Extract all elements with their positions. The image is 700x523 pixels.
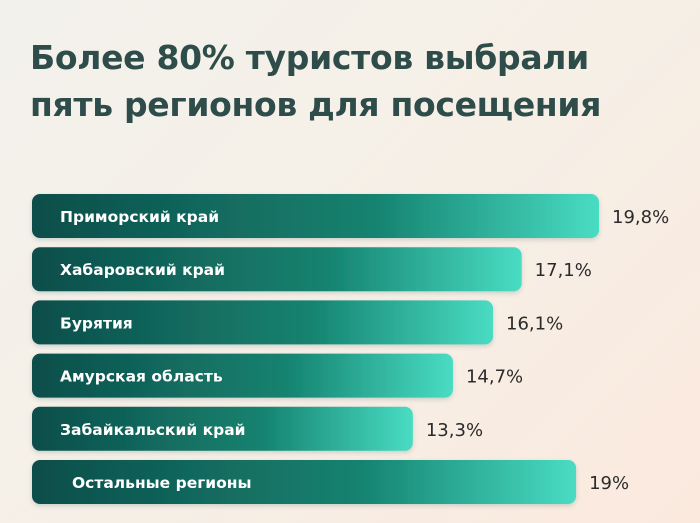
chart-title: Более 80% туристов выбрали пять регионов… [30, 34, 680, 128]
bar-3 [32, 300, 494, 345]
bar-4 [32, 353, 453, 398]
bar-value-label-4: 14,7% [466, 367, 523, 388]
bar-value-label-2: 17,1% [535, 260, 592, 281]
bar-6 [32, 460, 577, 504]
bar-category-label-5: Забайкальский край [60, 421, 246, 439]
bar-value-label-6: 19% [589, 473, 629, 494]
bars-group: Приморский край 19,8% Хабаровский край 17,1… [32, 194, 669, 504]
bar-1 [32, 194, 599, 238]
bar-category-label-2: Хабаровский край [60, 261, 225, 279]
chart-title-line-1: Более 80% туристов выбрали [30, 38, 589, 77]
bar-value-label-1: 19,8% [612, 207, 669, 228]
bar-category-label-4: Амурская область [60, 368, 223, 386]
bar-2 [32, 247, 522, 292]
bar-category-label-6: Остальные регионы [72, 474, 252, 492]
bar-category-label-1: Приморский край [60, 208, 219, 226]
chart-title-line-2: пять регионов для посещения [30, 85, 602, 124]
bar-value-label-5: 13,3% [426, 420, 483, 441]
bar-5 [32, 406, 413, 451]
bar-category-label-3: Бурятия [60, 314, 133, 332]
bar-value-label-3: 16,1% [506, 313, 563, 334]
